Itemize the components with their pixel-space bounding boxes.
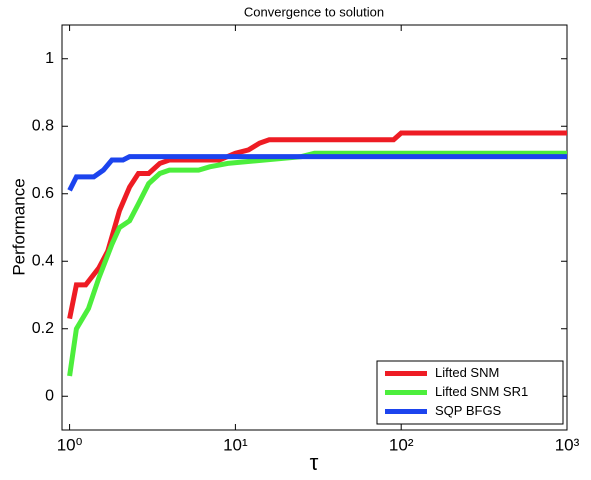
y-tick-label: 0: [45, 387, 54, 404]
y-tick-label: 1: [45, 50, 54, 67]
x-tick-label: 10³: [555, 435, 580, 454]
x-axis-label: τ: [310, 450, 319, 475]
series-line: [67, 150, 567, 377]
y-tick-label: 0.8: [32, 117, 54, 134]
legend-label: Lifted SNM SR1: [435, 384, 528, 399]
y-axis-label: Performance: [9, 178, 28, 275]
plot-frame: [61, 24, 568, 431]
y-tick-label: 0.4: [32, 252, 54, 269]
y-tick-label: 0.2: [32, 320, 54, 337]
y-tick-label: 0.6: [32, 185, 54, 202]
legend-label: Lifted SNM: [435, 365, 499, 380]
x-tick-label: 10¹: [223, 435, 248, 454]
legend-label: SQP BFGS: [435, 403, 502, 418]
x-tick-label: 10⁰: [57, 435, 83, 454]
chart-title: Convergence to solution: [244, 4, 384, 19]
series-line: [67, 154, 567, 192]
series-line: [67, 130, 567, 320]
x-tick-label: 10²: [389, 435, 414, 454]
